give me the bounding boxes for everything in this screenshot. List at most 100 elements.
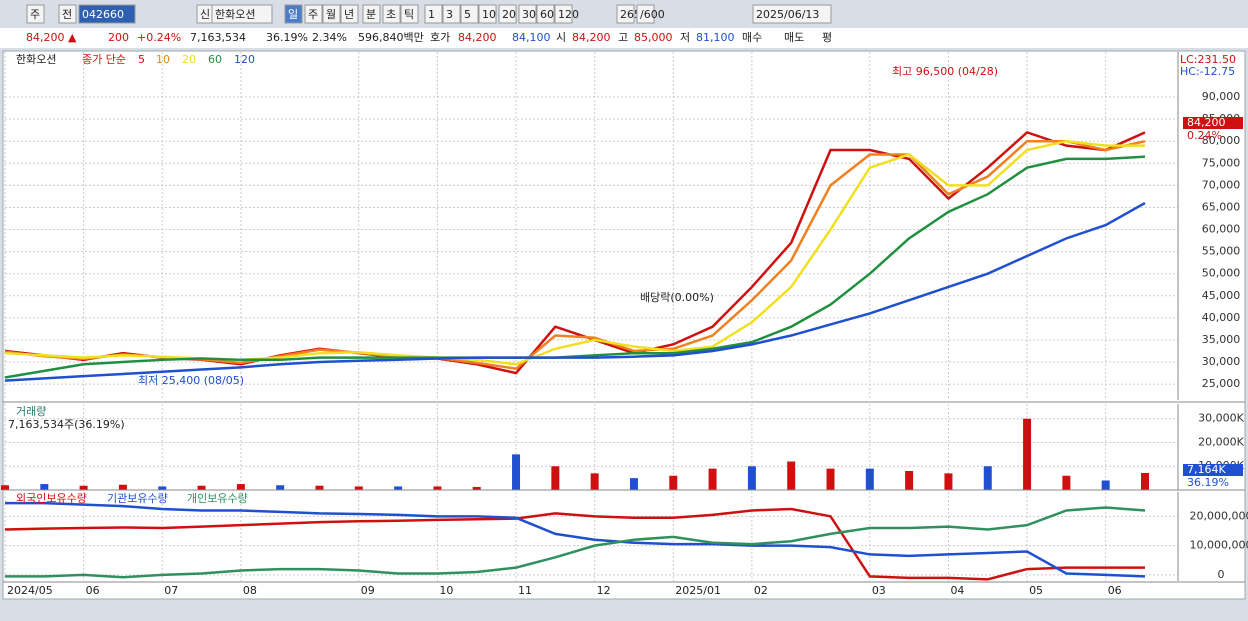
toolbar-text: 신: [200, 8, 210, 21]
toolbar-button[interactable]: [362, 4, 381, 24]
toolbar-button[interactable]: [322, 4, 341, 24]
legend-label: 종가 단순: [82, 53, 126, 66]
toolbar-button[interactable]: [26, 4, 45, 24]
legend-entry: 120: [234, 53, 255, 66]
toolbar-text: 10: [482, 8, 496, 21]
x-tick-label: 2025/01: [675, 584, 721, 597]
y-tick-label: 30,000K: [1198, 412, 1244, 425]
info-text: 200: [108, 31, 129, 44]
bar: [983, 466, 992, 490]
toolbar-button[interactable]: [340, 4, 359, 24]
toolbar-button[interactable]: [382, 4, 401, 24]
info-text: 84,200: [458, 31, 497, 44]
y-tick-label: 25,000: [1202, 377, 1241, 390]
info-text[interactable]: 매도: [784, 31, 804, 44]
line-series: [5, 501, 1146, 578]
bar: [433, 486, 442, 490]
toolbar-button[interactable]: [78, 4, 136, 24]
last-volume: 7,164K: [1187, 463, 1226, 476]
y-tick-label: 65,000: [1202, 200, 1241, 213]
x-tick-label: 12: [597, 584, 611, 597]
toolbar-button[interactable]: [442, 4, 461, 24]
toolbar-text: 30: [522, 8, 536, 21]
toolbar-button[interactable]: [460, 4, 479, 24]
toolbar-button[interactable]: [58, 4, 77, 24]
chart-title: 거래량: [16, 405, 46, 418]
bar: [944, 473, 953, 490]
y-tick-label: 45,000: [1202, 289, 1241, 302]
info-bar: [0, 28, 1248, 48]
y-tick-label: 55,000: [1202, 245, 1241, 258]
toolbar-button[interactable]: [752, 4, 832, 24]
bar: [512, 454, 521, 490]
y-tick-label: 20,000,000: [1190, 509, 1248, 522]
toolbar-button[interactable]: [616, 4, 635, 24]
toolbar-button[interactable]: [518, 4, 537, 24]
chart-title: 한화오션: [16, 53, 56, 66]
legend-entry: 기관보유수량: [107, 492, 168, 505]
info-text: 84,200 ▲: [26, 31, 77, 44]
info-text: 84,200: [572, 31, 611, 44]
info-text: 2.34%: [312, 31, 347, 44]
last-change: 0.24%: [1187, 129, 1222, 142]
info-text: 36.19%: [266, 31, 308, 44]
legend-entry: 60: [208, 53, 222, 66]
x-tick-label: 02: [754, 584, 768, 597]
chart-subtitle: 7,163,534주(36.19%): [8, 418, 125, 431]
bar: [354, 486, 363, 490]
x-tick-label: 10: [439, 584, 453, 597]
x-tick-label: 11: [518, 584, 532, 597]
toolbar-button[interactable]: [636, 4, 655, 24]
toolbar-text: 2025/06/13: [756, 8, 819, 21]
x-tick-label: 06: [86, 584, 100, 597]
toolbar-text: 주: [308, 8, 318, 21]
y-tick-label: 60,000: [1202, 223, 1241, 236]
toolbar-button[interactable]: [424, 4, 443, 24]
bar: [472, 486, 481, 490]
toolbar-text: 초: [386, 8, 396, 21]
x-tick-label: 09: [361, 584, 375, 597]
y-tick-label: 40,000: [1202, 311, 1241, 324]
bar: [905, 470, 914, 490]
info-text: 고: [618, 31, 628, 44]
y-tick-label: 90,000: [1202, 90, 1241, 103]
x-tick-label: 07: [164, 584, 178, 597]
y-tick-label: 75,000: [1202, 156, 1241, 169]
info-text[interactable]: 매수: [742, 31, 762, 44]
toolbar-text: 틱: [404, 8, 414, 21]
line-series: [4, 201, 1146, 382]
bar: [1101, 480, 1110, 490]
toolbar-button[interactable]: [304, 4, 323, 24]
y-tick-label: 50,000: [1202, 267, 1241, 280]
x-tick-label: 04: [950, 584, 964, 597]
toolbar-text: /600: [640, 8, 665, 21]
corner-label: HC:-12.75: [1180, 65, 1235, 78]
line-series: [4, 507, 1145, 581]
x-tick-label: 08: [243, 584, 257, 597]
bar: [118, 484, 127, 490]
toolbar-button[interactable]: [498, 4, 517, 24]
y-tick-label: 30,000: [1202, 355, 1241, 368]
legend-entry: 5: [138, 53, 145, 66]
toolbar-text: 265: [620, 8, 641, 21]
toolbar-button[interactable]: [478, 4, 497, 24]
x-tick-label: 03: [872, 584, 886, 597]
toolbar-text: 1: [428, 8, 435, 21]
toolbar-button[interactable]: [554, 4, 573, 24]
bar: [276, 485, 285, 490]
toolbar-button[interactable]: [211, 4, 273, 24]
annotation: 최저 25,400 (08/05): [138, 374, 244, 387]
toolbar-text: 3: [446, 8, 453, 21]
info-text[interactable]: 평: [822, 31, 832, 44]
toolbar-button[interactable]: [536, 4, 555, 24]
toolbar-text: 60: [540, 8, 554, 21]
toolbar-button[interactable]: [400, 4, 419, 24]
toolbar-text: 5: [464, 8, 471, 21]
bar: [590, 473, 599, 490]
toolbar-button[interactable]: [284, 4, 303, 24]
bar: [1141, 472, 1149, 490]
toolbar-text: 분: [366, 8, 376, 21]
bar: [747, 466, 756, 490]
bar: [315, 485, 324, 490]
